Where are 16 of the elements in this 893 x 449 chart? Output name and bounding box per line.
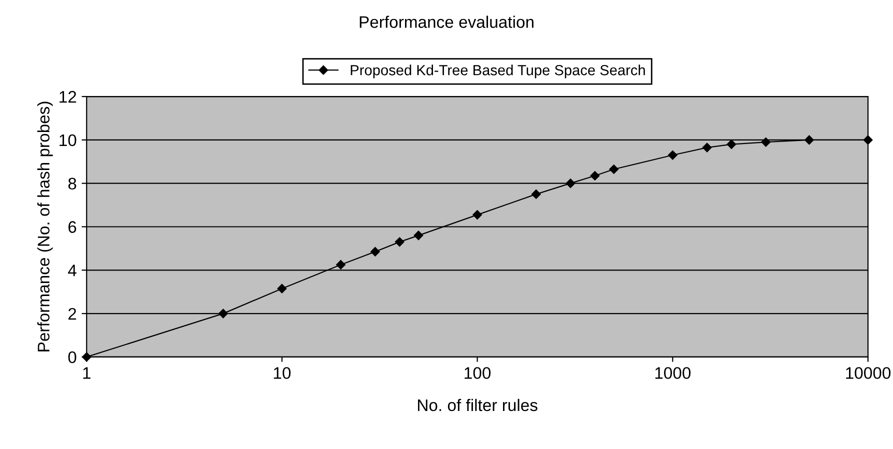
y-tick-label: 0 <box>68 351 76 364</box>
x-tick-label: 100 <box>464 367 491 379</box>
y-tick-label: 4 <box>68 264 76 276</box>
legend-label: Proposed Kd-Tree Based Tupe Space Search <box>350 64 645 78</box>
x-tick-label: 1 <box>83 367 90 379</box>
y-tick-label: 8 <box>68 178 76 190</box>
chart-title: Performance evaluation <box>360 16 534 28</box>
x-axis-title: No. of filter rules <box>418 398 538 412</box>
y-axis-title: Performance (No. of hash probes) <box>37 102 53 352</box>
y-tick-label: 6 <box>68 221 76 233</box>
x-tick-label: 10 <box>274 367 291 379</box>
y-tick-label: 10 <box>60 134 76 146</box>
y-tick-label: 2 <box>68 308 76 320</box>
x-tick-label: 10000 <box>846 367 891 379</box>
y-tick-label: 12 <box>60 90 76 103</box>
x-tick-label: 1000 <box>655 367 691 379</box>
